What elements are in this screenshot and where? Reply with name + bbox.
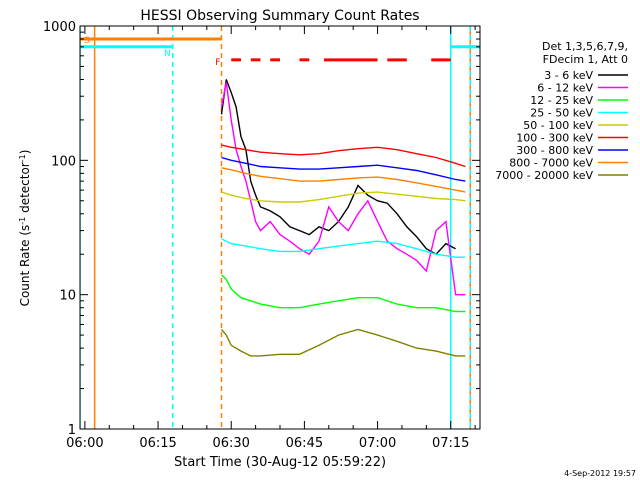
y-axis-label-mid: detector <box>18 162 32 217</box>
chart-title: HESSI Observing Summary Count Rates <box>140 8 419 24</box>
flag-label-N: N <box>164 49 171 59</box>
legend-entry-1: 6 - 12 keV <box>537 82 593 95</box>
series-line-6 <box>221 156 466 182</box>
x-tick-label-2: 06:30 <box>212 436 249 451</box>
x-tick-label-0: 06:00 <box>66 436 103 451</box>
series-line-8 <box>220 328 466 357</box>
plot-area: S N F <box>80 26 480 429</box>
flag-label-F: F <box>215 58 220 68</box>
legend-entry-7: 800 - 7000 keV <box>509 157 593 170</box>
series-line-1 <box>220 82 466 296</box>
legend: Det 1,3,5,6,7,9,FDecim 1, Att 0 3 - 6 keV… <box>495 40 628 182</box>
series-line-3 <box>221 238 466 258</box>
x-tick-label-5: 07:15 <box>432 436 469 451</box>
legend-header-1: FDecim 1, Att 0 <box>543 53 628 66</box>
y-axis-label-end: ) <box>18 150 32 155</box>
y-axis: 1 10 100 1000 <box>43 20 480 438</box>
x-tick-label-4: 07:00 <box>359 436 396 451</box>
y-tick-label-2: 100 <box>51 154 76 169</box>
legend-entry-4: 50 - 100 keV <box>523 119 593 132</box>
legend-entry-5: 100 - 300 keV <box>516 132 593 145</box>
x-axis-label: Start Time (30-Aug-12 05:59:22) <box>174 455 386 470</box>
series-line-5 <box>221 144 466 168</box>
x-tick-label-3: 06:45 <box>286 436 323 451</box>
series-line-2 <box>221 274 466 313</box>
flag-label-S: S <box>84 36 90 46</box>
y-axis-label: Count Rate (s-1 detector-1) <box>18 150 33 307</box>
y-tick-label-0: 1 <box>68 423 76 438</box>
legend-entry-2: 12 - 25 keV <box>530 94 593 107</box>
series-line-4 <box>221 191 466 203</box>
series-line-0 <box>220 79 456 256</box>
legend-entry-8: 7000 - 20000 keV <box>495 169 593 182</box>
legend-entry-3: 25 - 50 keV <box>530 107 593 120</box>
footer-timestamp: 4-Sep-2012 19:57 <box>564 469 636 478</box>
y-tick-label-1: 10 <box>59 289 76 304</box>
y-axis-label-sup2: -1 <box>18 154 27 162</box>
y-axis-label-sup1: -1 <box>18 217 27 225</box>
y-tick-label-3: 1000 <box>43 20 76 35</box>
x-tick-label-1: 06:15 <box>139 436 176 451</box>
series-line-7 <box>221 167 466 193</box>
y-axis-label-main: Count Rate (s <box>18 225 32 307</box>
legend-header-0: Det 1,3,5,6,7,9, <box>542 40 628 53</box>
x-axis: 06:00 06:15 06:30 06:45 07:00 07:15 <box>66 26 476 451</box>
legend-entry-6: 300 - 800 keV <box>516 144 593 157</box>
plot-frame <box>79 25 481 430</box>
legend-entry-0: 3 - 6 keV <box>544 69 593 82</box>
